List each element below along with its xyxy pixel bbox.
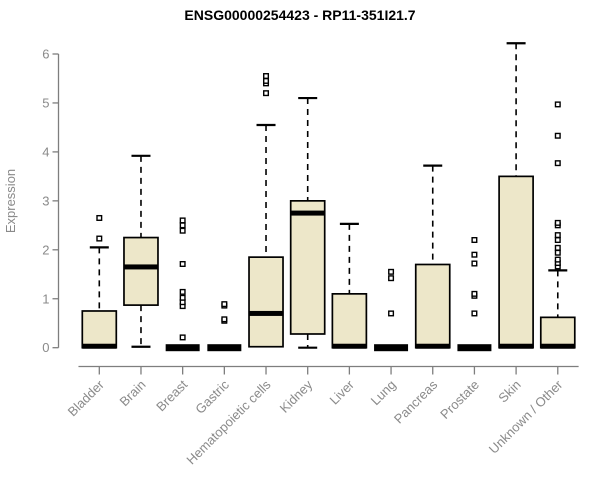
box [248, 256, 284, 348]
x-category-label: Lung [368, 377, 399, 408]
box-group [207, 301, 242, 352]
y-axis: 0 1 2 3 4 5 6 [42, 47, 60, 355]
median-line [499, 343, 534, 349]
x-category-label: Gastric [192, 377, 232, 417]
outlier-point [554, 101, 561, 108]
box [123, 236, 159, 306]
outlier-point [263, 73, 270, 80]
outlier-point [96, 235, 103, 242]
box [331, 293, 368, 349]
median-line [82, 343, 117, 349]
box-group [123, 154, 159, 348]
outlier-point [554, 160, 561, 167]
collapsed-box [374, 344, 409, 352]
box [81, 310, 118, 349]
x-category-label: Liver [326, 377, 357, 408]
box-group [81, 214, 118, 349]
box-group [248, 73, 284, 348]
box-group [498, 42, 534, 349]
outlier-point [554, 256, 561, 263]
x-category-label: Skin [495, 377, 523, 405]
outlier-point [221, 301, 228, 308]
box [539, 316, 576, 349]
y-tick-label: 3 [42, 193, 49, 208]
outlier-point [471, 290, 478, 297]
outlier-point [471, 237, 478, 244]
box-group [414, 164, 451, 349]
box [498, 175, 534, 349]
x-category-label: Breast [153, 377, 190, 414]
median-line [332, 343, 367, 349]
median-line [249, 310, 284, 316]
outlier-point [388, 268, 395, 275]
box-group [374, 268, 409, 352]
y-tick-label: 6 [42, 47, 49, 62]
box-group [289, 96, 326, 349]
outlier-point [179, 227, 186, 234]
y-tick-label: 5 [42, 95, 49, 110]
collapsed-box [207, 344, 242, 352]
outlier-point [263, 77, 270, 84]
outlier-point [179, 260, 186, 267]
x-category-label: Bladder [65, 377, 108, 420]
x-category-label: Pancreas [391, 377, 441, 427]
collapsed-box [457, 344, 492, 352]
outlier-point [263, 90, 270, 97]
outlier-point [471, 310, 478, 317]
outlier-point [179, 222, 186, 229]
outlier-point [554, 244, 561, 251]
median-line [540, 343, 575, 349]
chart-title: ENSG00000254423 - RP11-351I21.7 [184, 7, 415, 23]
outlier-point [179, 288, 186, 295]
box [414, 263, 451, 349]
collapsed-box [165, 344, 200, 352]
outlier-point [179, 217, 186, 224]
x-category-label: Unknown / Other [486, 377, 566, 457]
x-category-label: Prostate [437, 377, 482, 422]
outlier-point [221, 316, 228, 323]
outlier-point [554, 232, 561, 239]
y-axis-title: Expression [3, 169, 18, 233]
outlier-point [179, 334, 186, 341]
outlier-point [96, 214, 103, 221]
outlier-point [471, 260, 478, 267]
box-group [331, 222, 368, 349]
outlier-point [179, 294, 186, 301]
outlier-point [554, 132, 561, 139]
median-line [415, 343, 450, 349]
outlier-point [471, 251, 478, 258]
box [289, 200, 326, 335]
box-group [165, 217, 200, 352]
y-tick-label: 1 [42, 291, 49, 306]
outlier-point [554, 219, 561, 226]
x-category-label: Brain [117, 377, 149, 409]
box-group [457, 237, 492, 352]
x-category-label: Kidney [277, 377, 316, 416]
y-tick-label: 2 [42, 242, 49, 257]
outlier-point [554, 249, 561, 256]
y-tick-label: 0 [42, 340, 49, 355]
outlier-point [388, 275, 395, 282]
y-tick-label: 4 [42, 144, 49, 159]
box-group [539, 101, 576, 349]
outlier-point [388, 310, 395, 317]
median-line [290, 210, 325, 216]
plot-area [81, 42, 576, 352]
median-line [123, 264, 158, 270]
outlier-point [554, 237, 561, 244]
